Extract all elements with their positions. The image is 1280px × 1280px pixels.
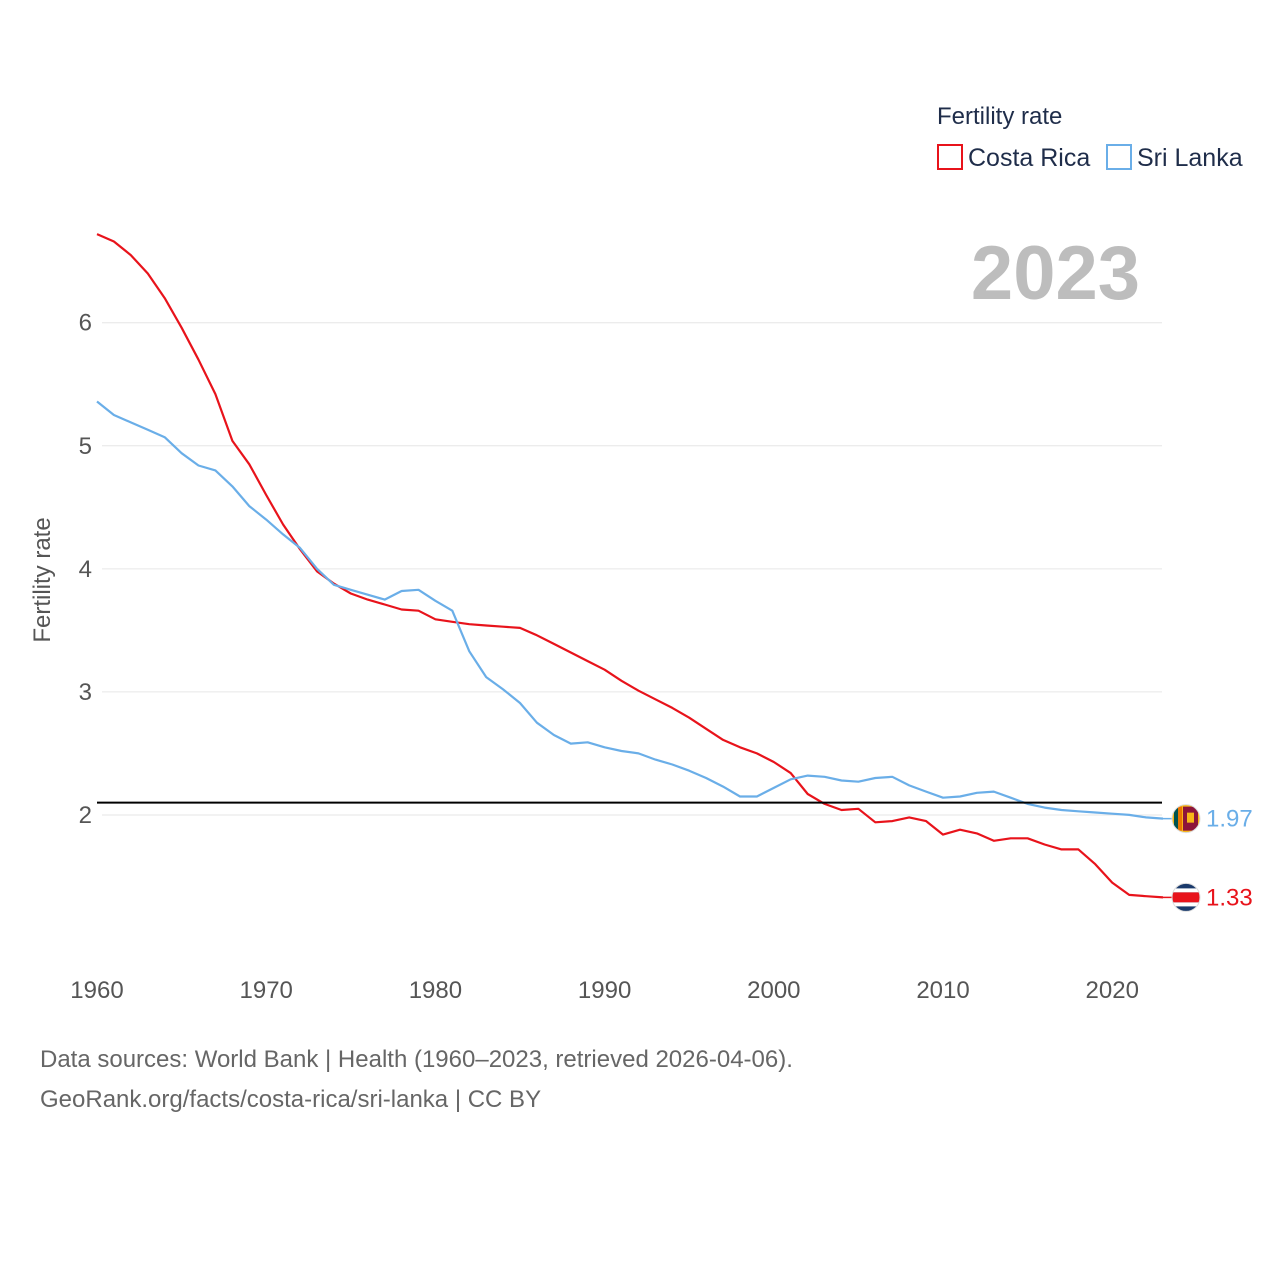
y-tick-label-3: 3 [79,679,92,706]
series-line-sri-lanka [96,400,1164,820]
x-tick-label-1990: 1990 [578,977,631,1004]
x-tick-label-2000: 2000 [747,977,800,1004]
legend-item-sri-lanka[interactable]: Sri Lanka [1106,144,1243,172]
legend-item-costa-rica[interactable]: Costa Rica [937,144,1090,172]
year-label: 2023 [971,231,1140,316]
end-value-label-sri-lanka: 1.97 [1206,806,1253,833]
legend: Fertility rate Costa Rica Sri Lanka [937,103,1243,172]
y-tick-label-6: 6 [79,310,92,337]
x-tick-label-2010: 2010 [916,977,969,1004]
y-axis-title: Fertility rate [29,517,56,642]
footer-credit: GeoRank.org/facts/costa-rica/sri-lanka |… [40,1086,542,1113]
legend-title: Fertility rate [937,103,1062,130]
y-tick-label-5: 5 [79,433,92,460]
legend-label-costa-rica: Costa Rica [968,144,1090,172]
flag-icon-sri-lanka [1171,804,1201,834]
legend-swatch-sri-lanka [1106,144,1132,170]
y-tick-label-2: 2 [79,802,92,829]
legend-label-sri-lanka: Sri Lanka [1137,144,1243,172]
series-line-costa-rica [96,233,1164,899]
end-value-label-costa-rica: 1.33 [1206,884,1253,911]
footer-sources: Data sources: World Bank | Health (1960–… [40,1046,793,1073]
gridlines [102,322,1162,816]
x-tick-label-1970: 1970 [240,977,293,1004]
y-axis-ticks: 2 3 4 5 6 [79,310,92,829]
y-tick-label-4: 4 [79,556,92,583]
series-lines [96,233,1164,899]
x-tick-label-2020: 2020 [1086,977,1139,1004]
x-tick-label-1960: 1960 [70,977,123,1004]
x-tick-label-1980: 1980 [409,977,462,1004]
x-axis-ticks: 1960 1970 1980 1990 2000 2010 2020 [70,977,1139,1004]
flag-icon-costa-rica [1171,882,1201,912]
series-endpoints: 1.33 1.97 [1163,804,1253,912]
legend-swatch-costa-rica [937,144,963,170]
